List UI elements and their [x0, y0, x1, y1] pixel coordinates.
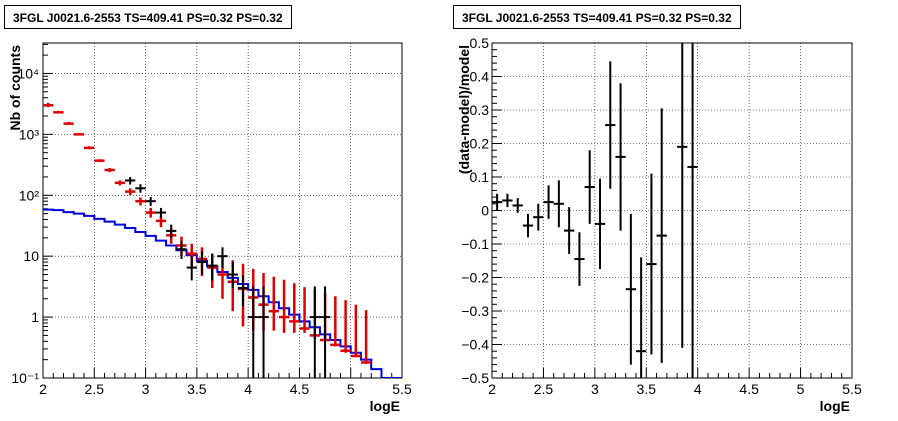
- y-tick-label-left: 10: [23, 248, 39, 264]
- data-point: [125, 176, 136, 185]
- data-point: [217, 247, 228, 268]
- residual-point: [646, 173, 657, 355]
- model-error-point: [114, 180, 126, 186]
- model-error-point: [289, 283, 300, 333]
- y-tick-label-left: 10⁴: [17, 65, 39, 81]
- model-error-point: [330, 296, 341, 347]
- residual-point: [553, 180, 564, 228]
- model-error-point: [43, 102, 54, 108]
- data-point: [155, 207, 167, 218]
- model-error-point: [145, 207, 156, 218]
- x-tick-label-right: 3.5: [637, 381, 657, 397]
- model-error-point: [340, 300, 351, 353]
- x-tick-label-right: 5.5: [842, 381, 862, 397]
- x-tick-label-left: 5: [347, 381, 355, 397]
- data-point: [186, 256, 197, 281]
- x-axis-title-right: logE: [820, 398, 850, 414]
- model-error-point: [155, 215, 167, 228]
- model-error-point: [53, 110, 64, 114]
- residual-point: [502, 193, 513, 208]
- residual-point: [522, 213, 534, 238]
- x-tick-label-right: 4: [694, 381, 702, 397]
- x-tick-label-left: 4: [244, 381, 252, 397]
- y-tick-label-right: −0.3: [461, 303, 489, 319]
- residual-point: [533, 203, 544, 231]
- residual-point: [492, 193, 503, 211]
- residual-point: [584, 150, 595, 224]
- model-error-point: [125, 188, 136, 196]
- model-error-point: [63, 121, 74, 125]
- y-tick-label-right: −0.2: [461, 270, 489, 286]
- y-tick-label-left: 10⁻¹: [11, 370, 39, 386]
- residual-point: [594, 178, 606, 270]
- x-tick-label-right: 2.5: [534, 381, 554, 397]
- y-tick-label-right: 0.5: [470, 35, 490, 51]
- chart-title-left: 3FGL J0021.6-2553 TS=409.41 PS=0.32 PS=0…: [4, 5, 292, 29]
- data-point: [196, 251, 208, 275]
- data-point: [227, 262, 238, 289]
- y-tick-label-right: 0.2: [470, 136, 490, 152]
- x-tick-label-left: 3: [142, 381, 150, 397]
- model-error-point: [360, 310, 372, 364]
- model-error-point: [299, 287, 310, 333]
- y-axis-title-right: (data-model)/model: [456, 45, 472, 174]
- data-point: [166, 224, 177, 238]
- residual-point: [574, 232, 585, 286]
- data-point: [207, 253, 218, 281]
- x-tick-label-left: 4.5: [290, 381, 310, 397]
- data-point: [309, 286, 320, 378]
- y-tick-label-right: 0: [481, 203, 489, 219]
- residual-point: [543, 185, 554, 219]
- chart-title-right: 3FGL J0021.6-2553 TS=409.41 PS=0.32 PS=0…: [453, 5, 741, 29]
- model-error-point: [73, 133, 85, 136]
- data-point: [258, 286, 269, 378]
- data-point: [145, 196, 156, 206]
- data-point: [176, 241, 187, 259]
- x-axis-title-left: logE: [370, 398, 400, 414]
- residual-point: [636, 257, 647, 378]
- model-error-point: [350, 304, 361, 358]
- x-tick-label-left: 2: [39, 381, 47, 397]
- x-tick-label-left: 2.5: [85, 381, 105, 397]
- model-error-point: [104, 168, 115, 173]
- y-tick-label-right: 0.4: [470, 69, 490, 85]
- y-tick-label-left: 10²: [19, 187, 40, 203]
- model-error-point: [135, 197, 146, 206]
- y-tick-label-left: 1: [31, 309, 39, 325]
- residual-point: [564, 207, 575, 255]
- y-axis-title-left: Nb of counts: [7, 45, 23, 131]
- y-tick-label-right: −0.1: [461, 236, 489, 252]
- x-tick-label-right: 3: [591, 381, 599, 397]
- residual-point: [625, 213, 636, 365]
- x-tick-label-left: 3.5: [187, 381, 207, 397]
- residual-point: [687, 43, 698, 378]
- plot-frame-left: [42, 42, 403, 379]
- data-point: [135, 184, 146, 193]
- x-tick-label-right: 5: [797, 381, 805, 397]
- x-tick-label-right: 4.5: [739, 381, 759, 397]
- model-error-point: [278, 279, 290, 333]
- data-point: [248, 286, 259, 378]
- y-tick-label-right: 0.1: [470, 169, 490, 185]
- x-tick-label-left: 5.5: [392, 381, 412, 397]
- residual-point: [512, 198, 523, 213]
- residual-point: [605, 61, 616, 189]
- x-tick-label-right: 2: [488, 381, 496, 397]
- residual-point: [677, 43, 688, 348]
- model-error-point: [268, 276, 279, 331]
- residual-point: [656, 108, 667, 363]
- y-tick-label-right: −0.4: [461, 337, 489, 353]
- residual-point: [615, 83, 626, 231]
- data-point: [319, 286, 331, 378]
- y-tick-label-right: −0.5: [461, 370, 489, 386]
- model-error-point: [84, 146, 95, 150]
- model-error-point: [94, 159, 105, 163]
- y-tick-label-left: 10³: [19, 126, 40, 142]
- data-point: [237, 275, 249, 307]
- model-histogram-line: [43, 208, 402, 378]
- y-tick-label-right: 0.3: [470, 102, 490, 118]
